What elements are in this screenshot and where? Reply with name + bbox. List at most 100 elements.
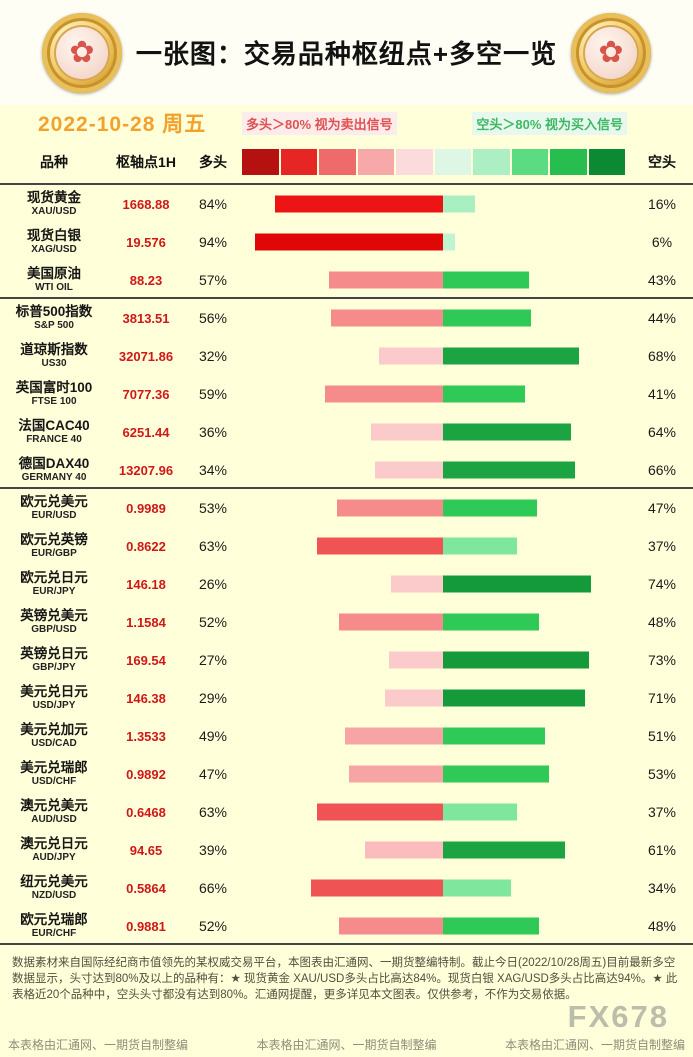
instrument-code: FRANCE 40 (26, 434, 82, 445)
long-short-bar (242, 185, 631, 223)
long-bar (349, 765, 443, 783)
pivot-value: 94.65 (129, 842, 163, 858)
pivot-value: 88.23 (129, 272, 163, 288)
pivot-cell: 0.8622 (108, 527, 184, 565)
short-percent-cell: 64% (631, 413, 693, 451)
header: ✿ 一张图：交易品种枢纽点+多空一览 ✿ (0, 0, 693, 105)
short-percent-cell: 6% (631, 223, 693, 261)
pivot-cell: 169.54 (108, 641, 184, 679)
long-percent: 49% (198, 728, 228, 744)
long-percent: 66% (198, 880, 228, 896)
long-percent: 59% (198, 386, 228, 402)
instrument-row: 欧元兑日元 EUR/JPY 146.18 26% 74% (0, 565, 693, 603)
pivot-cell: 19.576 (108, 223, 184, 261)
long-percent-cell: 29% (184, 679, 242, 717)
long-bar (379, 347, 443, 365)
long-short-bar (242, 755, 631, 793)
instrument-cell: 欧元兑英镑 EUR/GBP (0, 527, 108, 565)
long-percent-cell: 53% (184, 489, 242, 527)
instrument-row: 欧元兑美元 EUR/USD 0.9989 53% 47% (0, 489, 693, 527)
instrument-name: 欧元兑英镑 (20, 532, 88, 548)
short-percent-cell: 68% (631, 337, 693, 375)
scale-swatch (588, 149, 625, 175)
instrument-cell: 欧元兑瑞郎 EUR/CHF (0, 907, 108, 945)
long-bar (317, 803, 443, 821)
scale-swatch (434, 149, 471, 175)
instrument-code: EUR/JPY (32, 586, 76, 597)
instrument-code: AUD/JPY (32, 852, 76, 863)
long-short-bar (242, 413, 631, 451)
short-percent-cell: 71% (631, 679, 693, 717)
instrument-row: 美国原油 WTI OIL 88.23 57% 43% (0, 261, 693, 299)
long-percent: 94% (198, 234, 228, 250)
short-percent-cell: 51% (631, 717, 693, 755)
instrument-code: GERMANY 40 (21, 472, 87, 483)
pivot-cell: 6251.44 (108, 413, 184, 451)
long-bar (389, 651, 443, 669)
instrument-code: USD/JPY (32, 700, 76, 711)
instrument-row: 英镑兑日元 GBP/JPY 169.54 27% 73% (0, 641, 693, 679)
date-label: 2022-10-28 周五 (38, 113, 207, 136)
long-percent: 39% (198, 842, 228, 858)
instrument-name: 澳元兑美元 (20, 798, 88, 814)
short-percent-cell: 16% (631, 185, 693, 223)
coin-logo-right-icon: ✿ (571, 12, 651, 93)
scale-swatch (280, 149, 317, 175)
long-bar (339, 613, 443, 631)
col-instrument-label: 品种 (40, 154, 68, 170)
short-bar (443, 765, 549, 783)
instrument-cell: 纽元兑美元 NZD/USD (0, 869, 108, 907)
instrument-name: 德国DAX40 (18, 456, 90, 472)
instrument-row: 美元兑日元 USD/JPY 146.38 29% 71% (0, 679, 693, 717)
instrument-cell: 法国CAC40 FRANCE 40 (0, 413, 108, 451)
instrument-code: US30 (41, 358, 67, 369)
col-pivot-label: 枢轴点1H (116, 154, 176, 170)
instrument-code: USD/CHF (31, 776, 77, 787)
scale-swatch (319, 149, 356, 175)
pivot-cell: 13207.96 (108, 451, 184, 489)
instrument-code: EUR/GBP (31, 548, 77, 559)
short-percent: 44% (647, 310, 677, 326)
short-bar (443, 917, 539, 935)
pivot-value: 0.6468 (126, 804, 166, 820)
long-short-bar (242, 717, 631, 755)
instrument-row: 纽元兑美元 NZD/USD 0.5864 66% 34% (0, 869, 693, 907)
instrument-code: GBP/USD (31, 624, 77, 635)
short-percent-cell: 61% (631, 831, 693, 869)
short-percent: 68% (647, 348, 677, 364)
long-percent: 34% (198, 462, 228, 478)
long-percent-cell: 63% (184, 793, 242, 831)
subheader: 2022-10-28 周五 多头＞80% 视为卖出信号 空头＞80% 视为买入信… (0, 105, 693, 141)
short-percent: 71% (647, 690, 677, 706)
short-bar (443, 689, 585, 707)
pivot-value: 0.8622 (126, 538, 166, 554)
instrument-name: 美国原油 (27, 266, 81, 282)
pivot-cell: 94.65 (108, 831, 184, 869)
long-short-bar (242, 565, 631, 603)
long-short-bar (242, 907, 631, 945)
long-short-bar (242, 489, 631, 527)
instrument-cell: 道琼斯指数 US30 (0, 337, 108, 375)
short-bar (443, 613, 539, 631)
instrument-row: 欧元兑英镑 EUR/GBP 0.8622 63% 37% (0, 527, 693, 565)
short-bar (443, 233, 455, 251)
instrument-row: 道琼斯指数 US30 32071.86 32% 68% (0, 337, 693, 375)
instrument-row: 英国富时100 FTSE 100 7077.36 59% 41% (0, 375, 693, 413)
pivot-cell: 146.18 (108, 565, 184, 603)
color-scale-cell (242, 149, 631, 175)
instrument-name: 法国CAC40 (18, 418, 90, 434)
legend-long-note: 多头＞80% 视为卖出信号 (242, 111, 397, 135)
instrument-name: 现货黄金 (27, 190, 81, 206)
instrument-name: 现货白银 (27, 228, 81, 244)
short-percent-cell: 74% (631, 565, 693, 603)
short-percent: 74% (647, 576, 677, 592)
instrument-code: WTI OIL (35, 282, 73, 293)
short-bar (443, 195, 475, 213)
long-short-bar (242, 679, 631, 717)
instrument-cell: 英镑兑日元 GBP/JPY (0, 641, 108, 679)
short-percent-cell: 43% (631, 261, 693, 299)
instrument-cell: 欧元兑日元 EUR/JPY (0, 565, 108, 603)
pivot-value: 169.54 (126, 652, 166, 668)
short-percent-cell: 34% (631, 869, 693, 907)
short-percent: 6% (651, 234, 673, 250)
